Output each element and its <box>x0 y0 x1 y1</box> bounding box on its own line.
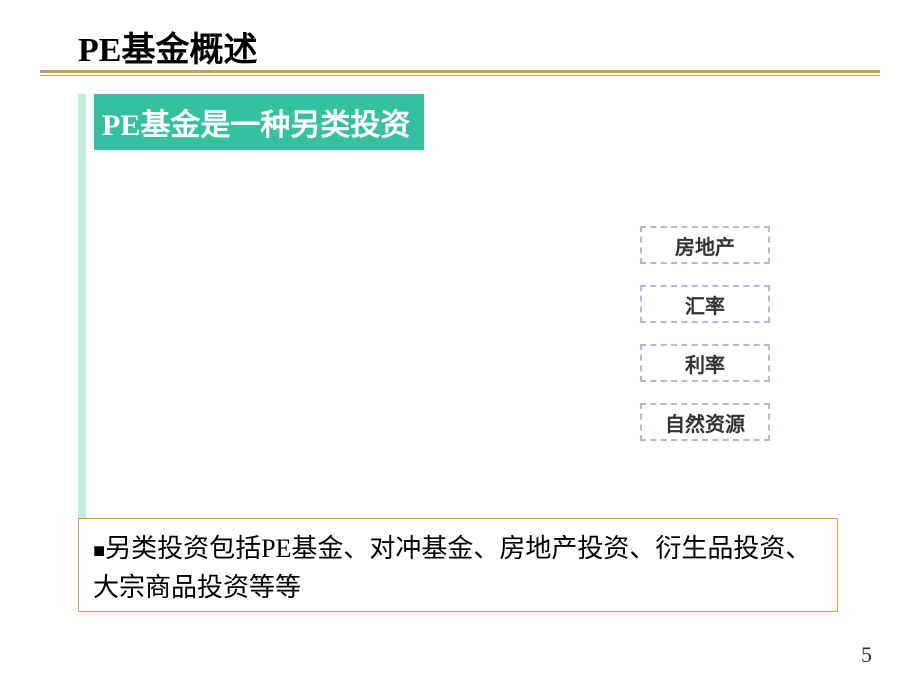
category-label: 利率 <box>685 349 725 378</box>
category-item-exchange: 汇率 <box>640 285 770 323</box>
title-underline-thick <box>40 70 880 73</box>
category-label: 自然资源 <box>665 408 745 437</box>
page-number: 5 <box>861 642 872 668</box>
vertical-accent-bar <box>78 94 86 518</box>
title-underline-thin <box>40 75 880 76</box>
slide-title: PE基金概述 <box>78 22 257 71</box>
category-item-realestate: 房地产 <box>640 226 770 264</box>
category-item-interest: 利率 <box>640 344 770 382</box>
bullet-icon: ■ <box>93 540 105 562</box>
description-text: ■另类投资包括PE基金、对冲基金、房地产投资、衍生品投资、大宗商品投资等等 <box>93 529 823 607</box>
subtitle-text: PE基金是一种另类投资 <box>102 109 410 142</box>
description-box: ■另类投资包括PE基金、对冲基金、房地产投资、衍生品投资、大宗商品投资等等 <box>78 518 838 612</box>
subtitle-box: PE基金是一种另类投资 <box>94 94 424 150</box>
description-content: 另类投资包括PE基金、对冲基金、房地产投资、衍生品投资、大宗商品投资等等 <box>93 534 811 602</box>
category-label: 房地产 <box>675 231 735 260</box>
category-label: 汇率 <box>685 290 725 319</box>
category-item-resources: 自然资源 <box>640 403 770 441</box>
